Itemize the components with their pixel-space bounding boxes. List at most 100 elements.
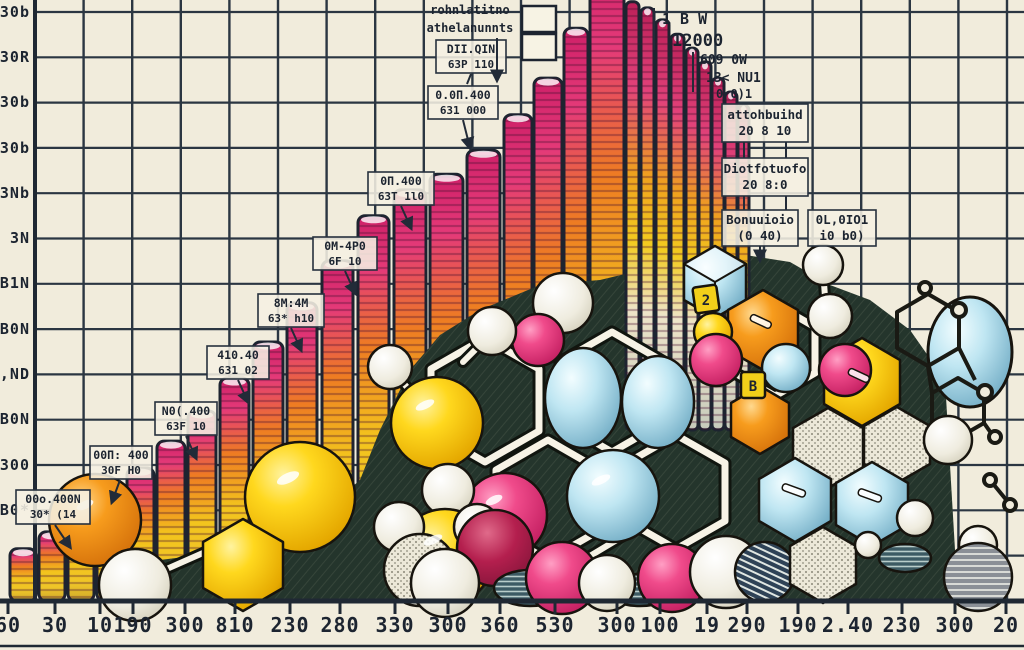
bar-cap-highlight: [644, 8, 651, 16]
y-tick-label: 30R: [0, 48, 30, 66]
x-tick-label: 360: [480, 613, 519, 637]
legend-box-top: [520, 4, 558, 34]
svg-text:30F H0: 30F H0: [101, 464, 141, 477]
top-note-line2: athelanunnts: [427, 21, 514, 35]
bar-cap-highlight: [702, 62, 708, 70]
bar-callouts: 00o.400N 30* (14 00Π: 400 30F H0 N0(.400 63…: [15, 39, 507, 550]
right-box-label: i0 b0): [819, 228, 864, 243]
x-tick-label: 330: [375, 613, 414, 637]
cyan-egg: [543, 346, 623, 450]
sphere-white: [409, 547, 481, 619]
x-tick-label: 530: [535, 613, 574, 637]
cyan-egg: [620, 354, 696, 450]
svg-text:631 000: 631 000: [440, 104, 486, 117]
callout: 0M-4P0 6F 10: [312, 236, 378, 297]
right-label: 12000: [672, 31, 723, 51]
bar-texture: [671, 34, 684, 431]
sphere-grey-striped: [942, 541, 1014, 613]
x-tick-label: 230: [270, 613, 309, 637]
sphere-white: [922, 414, 974, 466]
bar-cap-highlight: [659, 20, 666, 28]
callout: N0(.400 63F 10: [154, 401, 218, 462]
x-axis-ticks: [6, 601, 1008, 614]
callout: 00Π: 400 30F H0: [89, 445, 153, 506]
svg-text:DII.QIN: DII.QIN: [447, 42, 496, 56]
sphere-pink: [510, 312, 566, 368]
svg-text:63T 1l0: 63T 1l0: [378, 190, 424, 203]
svg-text:00o.400N: 00o.400N: [25, 492, 80, 506]
molecule-badges: 2 B: [691, 283, 767, 400]
skeletal-molecule-right: [895, 280, 1018, 513]
right-box-label: Diotfotuofo: [724, 161, 807, 176]
sphere-white: [577, 553, 637, 613]
x-tick-label: 2.40: [822, 613, 874, 637]
bar-texture: [656, 19, 669, 430]
sphere-yellow: [389, 375, 485, 471]
callout: 00o.400N 30* (14: [15, 489, 91, 550]
x-tick-label: 30: [42, 613, 68, 637]
bar-texture: [10, 548, 36, 601]
sphere-white: [366, 343, 414, 391]
hexagon-yellow: [201, 517, 285, 613]
right-label: 13< NU1: [706, 71, 761, 86]
y-tick-label: B0N: [0, 410, 30, 428]
callout: 0.0Π.400 631 000: [427, 85, 499, 152]
y-tick-label: B0N: [0, 320, 30, 338]
x-tick-label: 810: [215, 613, 254, 637]
bar-texture: [641, 7, 654, 431]
sphere-white: [801, 243, 845, 287]
right-annotations: 1 B W 12000 609 0W 13< NU1 0 0)1 attohbu…: [653, 8, 877, 264]
svg-text:63F 10: 63F 10: [166, 420, 206, 433]
svg-text:6F 10: 6F 10: [328, 255, 361, 268]
svg-text:00Π: 400: 00Π: 400: [93, 448, 148, 462]
bar-cap-highlight: [470, 150, 497, 158]
x-tick-label: 100: [640, 613, 679, 637]
sphere-navy-striped: [733, 540, 797, 604]
sphere-white: [466, 305, 518, 357]
sphere-cyan: [760, 342, 812, 394]
svg-text:631 02: 631 02: [218, 364, 258, 377]
sphere-white: [806, 292, 854, 340]
svg-text:0Π.400: 0Π.400: [380, 174, 422, 188]
bar-cap-highlight: [674, 34, 681, 42]
callout: DII.QIN 63P 110: [435, 39, 507, 85]
bar-cap-highlight: [160, 441, 182, 449]
right-box-label: (0 40): [737, 228, 782, 243]
bar-cap-highlight: [507, 115, 529, 123]
x-tick-label: 19: [694, 613, 720, 637]
x-tick-label: 10: [87, 613, 113, 637]
svg-text:8M:4M: 8M:4M: [274, 296, 309, 310]
cyan-egg-large: [926, 295, 1014, 409]
bar-cap-highlight: [361, 216, 386, 224]
x-tick-label: 300: [935, 613, 974, 637]
bar-cap-highlight: [715, 78, 721, 86]
teal-ellipse: [877, 542, 933, 574]
y-axis-labels: 30b 30R 30b 30b 3Nb 3N B1N B0N B,ND B0N …: [0, 3, 30, 519]
x-tick-label: 300: [597, 613, 636, 637]
x-tick-label: 190: [113, 613, 152, 637]
top-annotation: rohnlatitno athelanunnts: [427, 3, 558, 84]
y-tick-label: 3N: [10, 229, 30, 247]
svg-text:N0(.400: N0(.400: [162, 404, 211, 418]
x-tick-label: 20: [993, 613, 1019, 637]
right-box-label: 20 8:0: [742, 177, 787, 192]
right-box-label: 20 8 10: [739, 123, 792, 138]
callout: 8M:4M 63* h10: [257, 293, 325, 354]
right-box-label: Bonuuioio: [726, 212, 794, 227]
bar-cap-highlight: [567, 28, 585, 36]
right-label: 0 0)1: [716, 87, 752, 101]
sphere-yellow: [243, 440, 357, 554]
svg-text:63P 110: 63P 110: [448, 58, 494, 71]
y-tick-label: 30b: [0, 93, 30, 111]
sphere-pink: [688, 332, 744, 388]
svg-text:30* (14: 30* (14: [30, 508, 77, 521]
svg-text:0M-4P0: 0M-4P0: [324, 239, 366, 253]
sphere-white: [895, 498, 935, 538]
y-tick-label: 3Nb: [0, 184, 30, 202]
right-box-label: attohbuihd: [727, 107, 802, 122]
y-tick-label: 30b: [0, 3, 30, 21]
x-tick-label: 290: [727, 613, 766, 637]
x-tick-label: 60: [0, 613, 21, 637]
